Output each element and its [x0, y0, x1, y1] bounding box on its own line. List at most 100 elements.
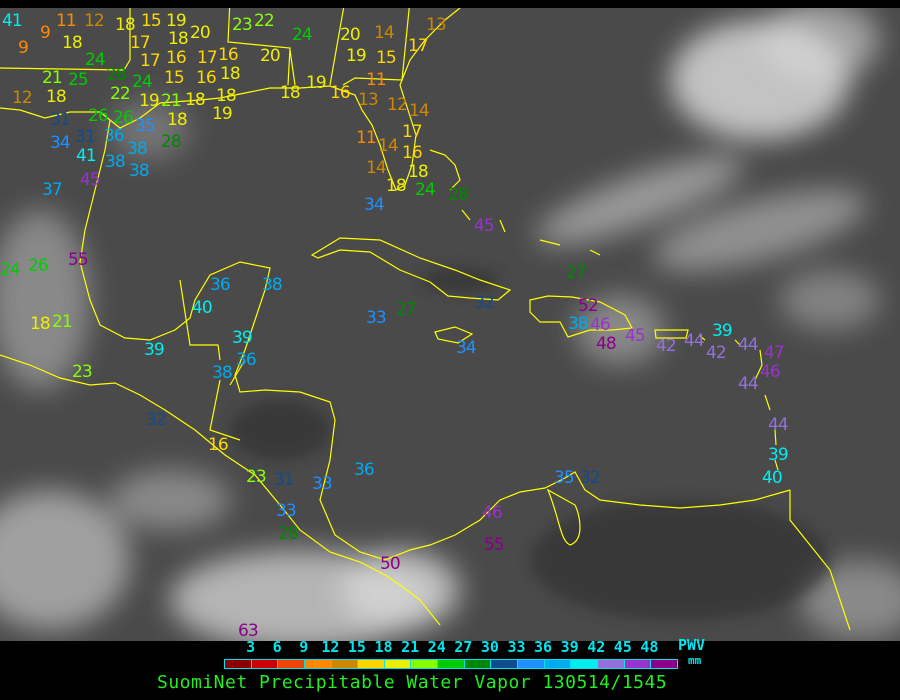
map-graphics: [0, 8, 900, 641]
station-pwv-value: 14: [409, 101, 430, 121]
station-pwv-value: 15: [141, 11, 162, 31]
station-labels: 41 9 9 11 12 18 18 15 19 18 20 17 17 16 17 16 18 15 16 18 24…: [0, 8, 900, 641]
legend-tick-label: 27: [454, 638, 473, 656]
legend-tick-label: 36: [534, 638, 553, 656]
station-pwv-value: 9: [18, 38, 29, 58]
legend-tick-label: 6: [272, 638, 282, 656]
station-pwv-value: 44: [738, 374, 759, 394]
station-pwv-value: 18: [168, 29, 189, 49]
legend-tick-label: 24: [427, 638, 446, 656]
station-pwv-value: 22: [254, 11, 275, 31]
station-pwv-value: 31: [75, 127, 96, 147]
legend-variable-label: PWV: [678, 636, 706, 654]
station-pwv-value: 26: [88, 106, 109, 126]
station-pwv-value: 35: [135, 116, 156, 136]
station-pwv-value: 22: [110, 84, 131, 104]
station-pwv-value: 46: [482, 503, 503, 523]
station-pwv-value: 16: [330, 83, 351, 103]
station-pwv-value: 11: [356, 128, 377, 148]
station-pwv-value: 48: [596, 334, 617, 354]
station-pwv-value: 28: [278, 524, 299, 544]
legend-color-swatch: [304, 660, 332, 668]
station-pwv-value: 15: [376, 48, 397, 68]
station-pwv-value: 19: [139, 91, 160, 111]
satellite-map: 41 9 9 11 12 18 18 15 19 18 20 17 17 16 17 16 18 15 16 18 24…: [0, 8, 900, 641]
legend-color-swatch: [544, 660, 572, 668]
station-pwv-value: 46: [760, 362, 781, 382]
station-pwv-value: 24: [132, 72, 153, 92]
station-pwv-value: 18: [220, 64, 241, 84]
station-pwv-value: 26: [113, 108, 134, 128]
station-pwv-value: 38: [129, 161, 150, 181]
station-pwv-value: 33: [276, 501, 297, 521]
station-pwv-value: 33: [366, 308, 387, 328]
station-pwv-value: 11: [366, 70, 387, 90]
legend-color-swatch: [597, 660, 625, 668]
station-pwv-value: 32: [474, 293, 495, 313]
legend-tick-label: 18: [374, 638, 393, 656]
legend-color-swatch: [384, 660, 412, 668]
station-pwv-value: 18: [185, 90, 206, 110]
station-pwv-value: 14: [378, 136, 399, 156]
station-pwv-value: 12: [387, 95, 408, 115]
station-pwv-value: 55: [484, 535, 505, 555]
color-scale-bar: [224, 659, 678, 669]
station-pwv-value: 36: [210, 275, 231, 295]
station-pwv-value: 34: [364, 195, 385, 215]
station-pwv-value: 26: [28, 256, 49, 276]
station-pwv-value: 16: [208, 435, 229, 455]
station-pwv-value: 41: [2, 11, 23, 31]
station-pwv-value: 36: [354, 460, 375, 480]
station-pwv-value: 42: [656, 336, 677, 356]
station-pwv-value: 18: [167, 110, 188, 130]
legend-tick-label: 15: [347, 638, 366, 656]
station-pwv-value: 20: [190, 23, 211, 43]
station-pwv-value: 17: [197, 48, 218, 68]
station-pwv-value: 15: [164, 68, 185, 88]
station-pwv-value: 18: [216, 86, 237, 106]
station-pwv-value: 13: [426, 15, 447, 35]
station-pwv-value: 27: [566, 263, 587, 283]
station-pwv-value: 36: [104, 126, 125, 146]
station-pwv-value: 52: [578, 296, 599, 316]
station-pwv-value: 31: [50, 110, 71, 130]
station-pwv-value: 38: [262, 275, 283, 295]
station-pwv-value: 28: [106, 65, 127, 85]
station-pwv-value: 20: [340, 25, 361, 45]
station-pwv-value: 23: [232, 15, 253, 35]
station-pwv-value: 11: [56, 11, 77, 31]
station-pwv-value: 27: [396, 300, 417, 320]
station-pwv-value: 44: [738, 335, 759, 355]
station-pwv-value: 38: [568, 314, 589, 334]
station-pwv-value: 21: [52, 312, 73, 332]
station-pwv-value: 21: [42, 68, 63, 88]
legend-color-swatch: [624, 660, 652, 668]
station-pwv-value: 38: [212, 363, 233, 383]
station-pwv-value: 14: [366, 158, 387, 178]
legend-tick-label: 12: [321, 638, 340, 656]
legend-tick-label: 9: [299, 638, 309, 656]
station-pwv-value: 18: [386, 176, 407, 196]
station-pwv-value: 31: [274, 470, 295, 490]
station-pwv-value: 19: [212, 104, 233, 124]
station-pwv-value: 45: [80, 170, 101, 190]
station-pwv-value: 35: [554, 468, 575, 488]
map-title: SuomiNet Precipitable Water Vapor 130514…: [157, 672, 668, 693]
station-pwv-value: 17: [140, 51, 161, 71]
station-pwv-value: 18: [30, 314, 51, 334]
station-pwv-value: 18: [62, 33, 83, 53]
station-pwv-value: 13: [358, 90, 379, 110]
legend-tick-labels: 3 6 9 12 15 18 21 24 27 30 33 36 39 42 45 48: [224, 639, 684, 656]
station-pwv-value: 63: [238, 621, 259, 641]
legend-tick-label: 39: [560, 638, 579, 656]
station-pwv-value: 12: [12, 88, 33, 108]
legend-color-swatch: [278, 660, 305, 668]
station-pwv-value: 19: [166, 11, 187, 31]
station-pwv-value: 16: [402, 143, 423, 163]
station-pwv-value: 45: [625, 326, 646, 346]
station-pwv-value: 28: [448, 185, 469, 205]
station-pwv-value: 18: [408, 162, 429, 182]
station-pwv-value: 16: [196, 68, 217, 88]
station-pwv-value: 28: [161, 132, 182, 152]
